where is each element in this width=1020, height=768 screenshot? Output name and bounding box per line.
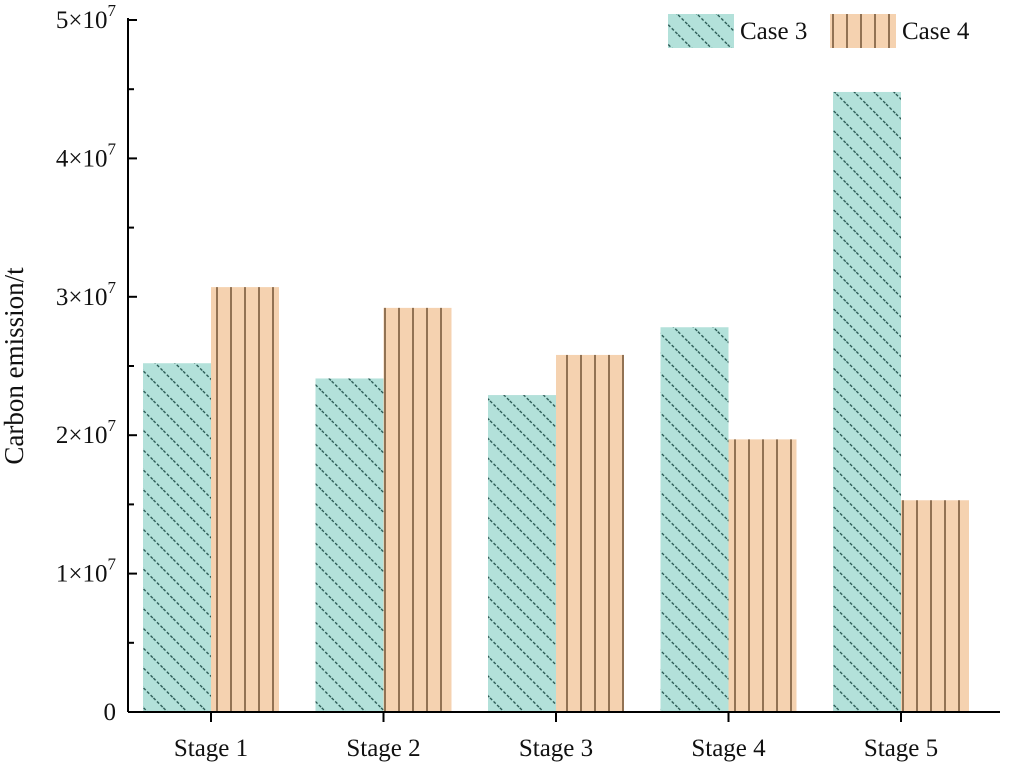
y-tick-label: 5×107: [56, 1, 117, 34]
bar-case-4-stage-2: [383, 307, 452, 712]
bar-case-3-stage-1: [143, 363, 211, 712]
bar-case-3-stage-3: [488, 395, 556, 712]
bar-case-4-stage-4: [728, 439, 797, 712]
y-tick-label: 3×107: [56, 278, 117, 311]
y-tick-label: 0: [104, 699, 117, 726]
y-axis-label: Carbon emission/t: [0, 267, 29, 465]
x-tick-label: Stage 1: [174, 735, 248, 762]
bar-case-3-stage-5: [833, 91, 901, 712]
plot-area: 0 1×107 2×107 3×107 4×107 5×107 Stage 1 Stage 2…: [0, 1, 1000, 762]
bar-case-3-stage-2: [315, 378, 384, 712]
x-tick-label: Stage 5: [864, 735, 938, 762]
x-tick-label: Stage 3: [519, 735, 593, 762]
x-tick-label: Stage 2: [346, 735, 420, 762]
x-tick-label: Stage 4: [691, 735, 766, 762]
legend-label-case-3: Case 3: [740, 18, 807, 45]
legend-label-case-4: Case 4: [902, 18, 970, 45]
y-tick-label: 1×107: [56, 555, 117, 588]
bar-case-4-stage-5: [901, 500, 969, 712]
legend-swatch-case-4: [830, 14, 896, 48]
y-tick-label: 2×107: [56, 416, 117, 449]
bar-case-4-stage-1: [211, 287, 279, 712]
bar-case-4-stage-3: [556, 354, 624, 712]
bar-case-3-stage-4: [660, 327, 729, 712]
legend-swatch-case-3: [668, 14, 734, 48]
y-tick-label: 4×107: [56, 139, 117, 172]
